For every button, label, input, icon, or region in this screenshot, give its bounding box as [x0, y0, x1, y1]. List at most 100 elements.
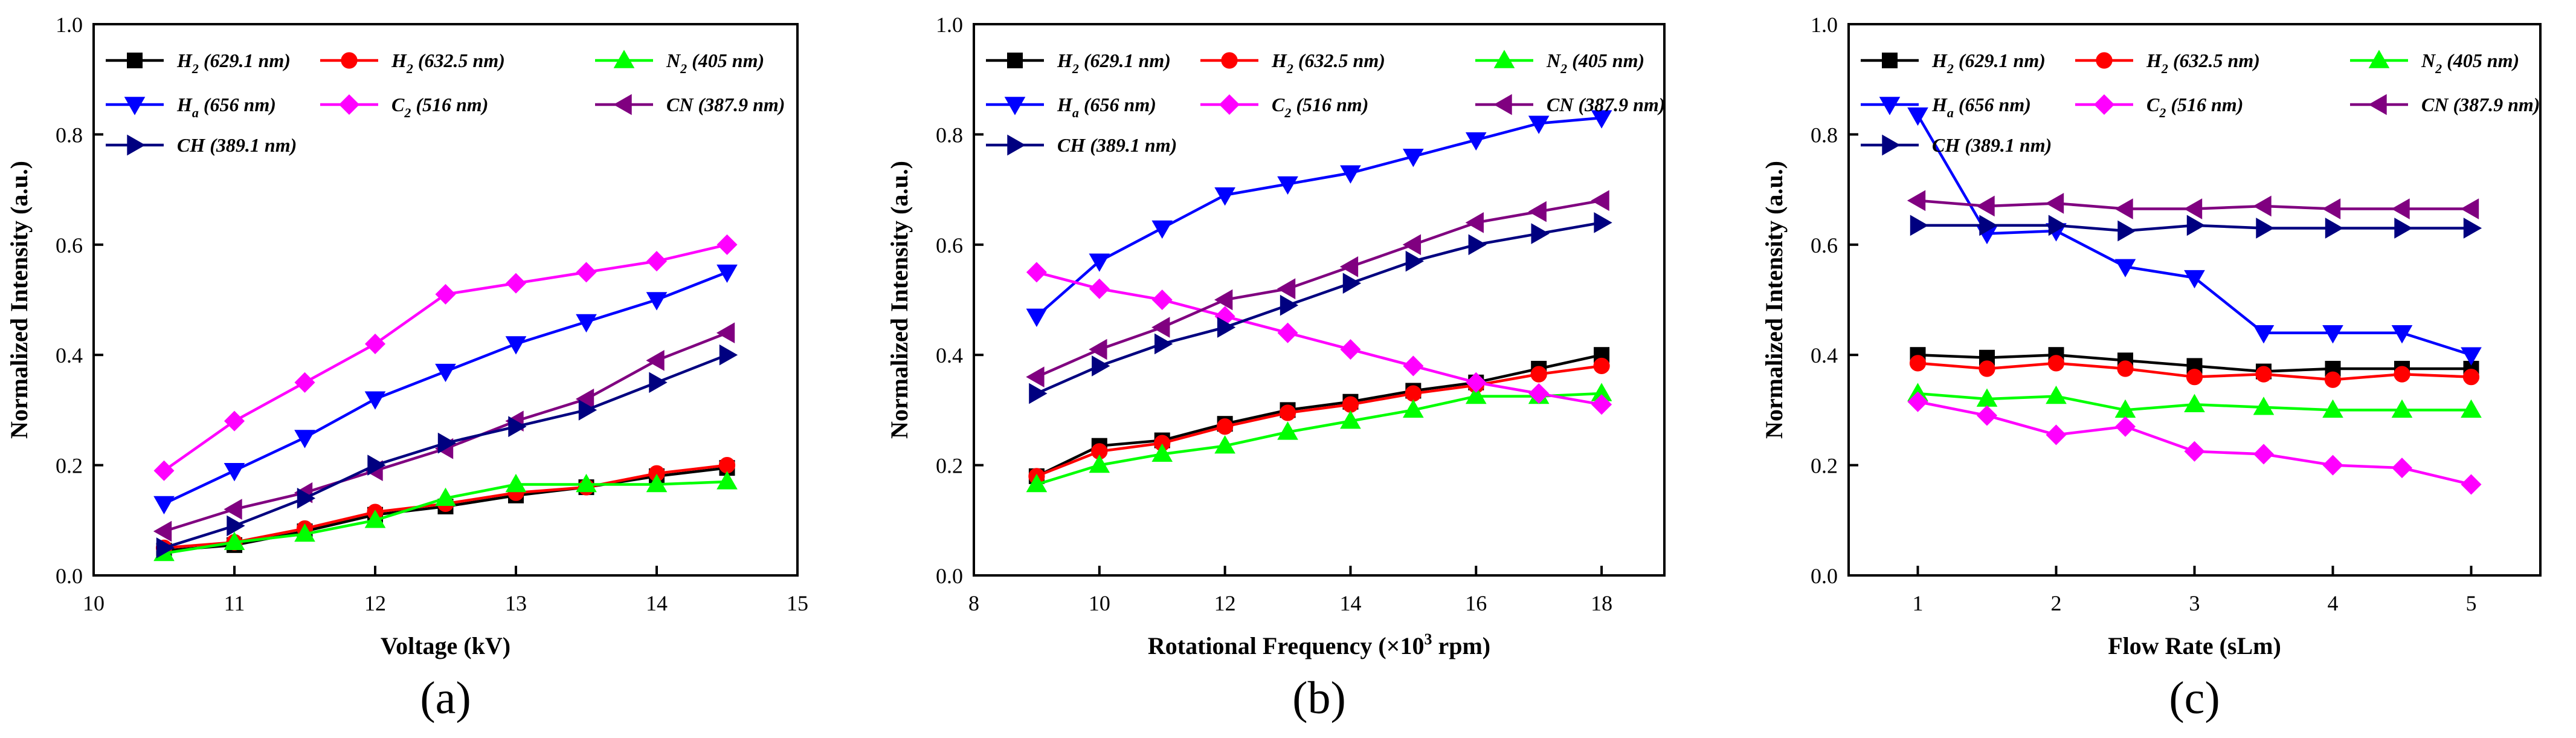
y-tick-label: 0.6 [1811, 233, 1838, 257]
chart-panel-1: 0.0 0.2 0.4 0.6 0.8 1.0 10 11 12 13 14 15 Normalized… [5, 13, 808, 659]
data-point [364, 510, 386, 528]
data-point [2322, 455, 2343, 476]
data-point [367, 455, 386, 476]
legend-marker [338, 94, 360, 115]
data-point [576, 314, 597, 333]
series-2 [1909, 355, 2480, 388]
y-tick-label: 0.0 [1811, 564, 1838, 588]
x-axis-label: Flow Rate (sLm) [2108, 632, 2281, 659]
x-tick-label: 13 [505, 591, 527, 615]
data-point [646, 251, 668, 272]
data-point [1465, 385, 1487, 404]
data-point [719, 344, 738, 366]
legend-marker [2368, 50, 2390, 68]
data-point [2391, 198, 2410, 219]
data-point [1976, 195, 1995, 217]
legend-marker [1882, 134, 1901, 156]
data-point [2461, 399, 2482, 418]
data-point [1277, 322, 1298, 343]
legend-label: H2 (629.1 nm) [1931, 50, 2046, 76]
data-point [437, 432, 457, 454]
data-point [1214, 435, 1235, 454]
data-point [2463, 218, 2482, 239]
data-point [2253, 325, 2275, 344]
data-point [1979, 360, 1995, 377]
y-tick-label: 0.4 [1811, 343, 1838, 367]
x-tick-label: 10 [83, 591, 105, 615]
y-axis-label: Normalized Intensity (a.u.) [5, 161, 33, 439]
y-tick-label: 0.6 [56, 233, 83, 257]
x-tick-label: 2 [2051, 591, 2062, 615]
data-point [1340, 339, 1361, 360]
data-point [227, 515, 245, 537]
series-6 [1907, 190, 2479, 219]
legend-marker [1882, 53, 1898, 68]
data-point [1154, 333, 1173, 355]
data-point [1907, 391, 1928, 412]
data-point [1279, 404, 1296, 421]
data-point [2117, 360, 2134, 377]
data-point [1405, 385, 1422, 402]
data-point [576, 262, 597, 283]
data-point [2114, 259, 2136, 277]
data-point [1026, 473, 1048, 493]
legend-label: H2 (629.1 nm) [176, 50, 291, 76]
data-point [2253, 444, 2275, 465]
legend-label: CH (389.1 nm) [177, 134, 297, 156]
series-6 [1026, 190, 1609, 388]
data-point [1465, 212, 1484, 233]
panel-label: (a) [420, 673, 471, 723]
data-point [224, 531, 245, 550]
data-point [1591, 110, 1612, 129]
data-point [2394, 218, 2413, 239]
legend-marker [124, 97, 146, 115]
legend-marker [613, 50, 635, 68]
data-point [2048, 215, 2067, 236]
data-point [2186, 369, 2203, 386]
data-point [1089, 253, 1110, 272]
data-point [2394, 366, 2410, 383]
data-point [1340, 165, 1361, 184]
legend: H2 (629.1 nm) H2 (632.5 nm) N2 (405 nm) Ha … [106, 50, 785, 156]
data-point [2324, 371, 2342, 388]
legend-label: CN (387.9 nm) [2421, 94, 2540, 115]
y-tick-label: 0.0 [936, 564, 963, 588]
y-tick-label: 1.0 [936, 13, 963, 37]
data-point [1277, 421, 1298, 440]
data-point [1531, 223, 1550, 244]
data-point [1342, 396, 1359, 413]
data-point [646, 349, 665, 371]
data-point [1217, 317, 1236, 338]
data-point [1468, 234, 1487, 256]
data-point [505, 273, 527, 294]
data-point [2255, 366, 2272, 383]
data-point [2184, 270, 2205, 289]
legend: H2 (629.1 nm) H2 (632.5 nm) N2 (405 nm) Ha … [986, 50, 1665, 156]
data-point [153, 496, 175, 515]
x-tick-label: 3 [2189, 591, 2200, 615]
data-point [505, 336, 527, 355]
data-point [1465, 132, 1487, 151]
data-point [1403, 149, 1424, 167]
data-point [2322, 198, 2341, 219]
data-point [505, 473, 527, 493]
legend-marker [1007, 134, 1026, 156]
series-4 [153, 264, 738, 515]
legend-label: Ha (656 nm) [1931, 94, 2031, 120]
series-4 [1907, 107, 2482, 366]
data-point [156, 537, 175, 558]
data-point [2046, 385, 2067, 404]
y-axis-label: Normalized Intensity (a.u.) [1760, 161, 1788, 439]
y-tick-label: 0.8 [936, 123, 963, 147]
data-point [1089, 278, 1110, 299]
series-5 [1907, 391, 2482, 495]
data-point [364, 333, 386, 354]
data-point [718, 457, 736, 474]
data-point [1089, 338, 1107, 360]
legend-label: H2 (632.5 nm) [391, 50, 505, 76]
data-point [716, 264, 738, 283]
data-point [2256, 218, 2275, 239]
data-point [1277, 278, 1296, 300]
data-point [1909, 355, 1927, 372]
series-line [1036, 364, 1602, 477]
